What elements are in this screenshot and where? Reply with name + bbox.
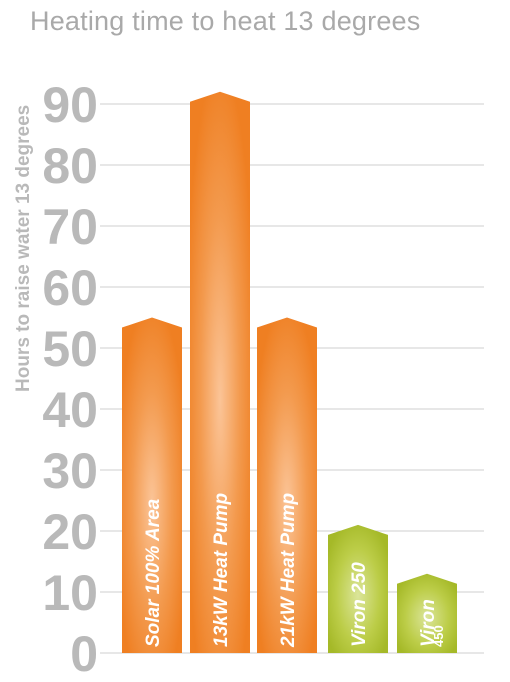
y-tick-40: 40 (42, 382, 98, 438)
bar-3 (257, 317, 317, 653)
bar-label-2: 13kW Heat Pump (211, 493, 232, 647)
bar-label-1: Solar 100% Area (143, 498, 164, 647)
y-tick-50: 50 (42, 321, 98, 377)
y-axis-label: Hours to raise water 13 degrees (13, 105, 34, 392)
bars: Solar 100% Area 13kW Heat Pump 21kW Heat P… (122, 91, 457, 654)
bar-5 (397, 573, 457, 653)
bar-label-suffix-5: 450 (431, 625, 446, 647)
bar-label-5: Viron (418, 599, 439, 647)
bar-1 (122, 317, 182, 653)
y-tick-80: 80 (42, 138, 98, 194)
y-tick-30: 30 (42, 443, 98, 499)
y-tick-10: 10 (42, 565, 98, 621)
y-tick-20: 20 (42, 504, 98, 560)
y-tick-90: 90 (42, 77, 98, 133)
y-tick-60: 60 (42, 260, 98, 316)
bar-label-3: 21kW Heat Pump (278, 493, 299, 648)
bar-2 (190, 91, 250, 654)
bar-4 (328, 524, 388, 653)
chart-title: Heating time to heat 13 degrees (30, 6, 421, 36)
y-tick-0: 0 (70, 626, 98, 682)
bar-label-4: Viron 250 (349, 562, 370, 647)
y-tick-70: 70 (42, 199, 98, 255)
